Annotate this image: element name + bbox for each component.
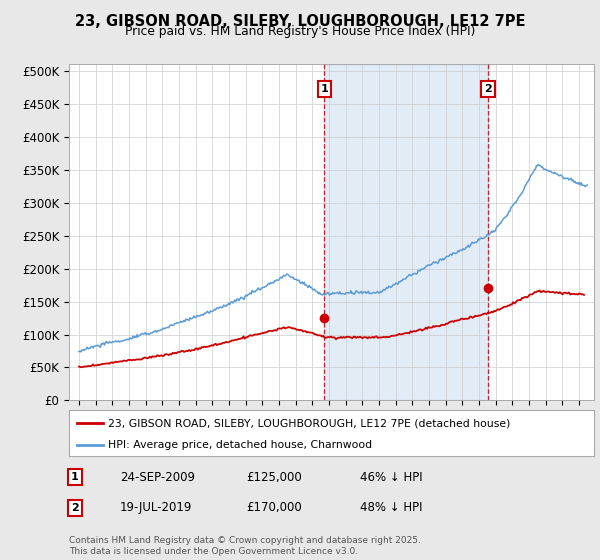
Text: 1: 1 <box>71 472 79 482</box>
Text: 2: 2 <box>484 84 492 94</box>
Text: 48% ↓ HPI: 48% ↓ HPI <box>360 501 422 515</box>
Text: 23, GIBSON ROAD, SILEBY, LOUGHBOROUGH, LE12 7PE: 23, GIBSON ROAD, SILEBY, LOUGHBOROUGH, L… <box>75 14 525 29</box>
Text: 19-JUL-2019: 19-JUL-2019 <box>120 501 193 515</box>
Text: 23, GIBSON ROAD, SILEBY, LOUGHBOROUGH, LE12 7PE (detached house): 23, GIBSON ROAD, SILEBY, LOUGHBOROUGH, L… <box>109 418 511 428</box>
Text: Contains HM Land Registry data © Crown copyright and database right 2025.
This d: Contains HM Land Registry data © Crown c… <box>69 536 421 556</box>
Text: HPI: Average price, detached house, Charnwood: HPI: Average price, detached house, Char… <box>109 440 373 450</box>
Text: £170,000: £170,000 <box>246 501 302 515</box>
Text: 46% ↓ HPI: 46% ↓ HPI <box>360 470 422 484</box>
Text: £125,000: £125,000 <box>246 470 302 484</box>
Text: 1: 1 <box>320 84 328 94</box>
Text: Price paid vs. HM Land Registry's House Price Index (HPI): Price paid vs. HM Land Registry's House … <box>125 25 475 38</box>
Text: 2: 2 <box>71 503 79 513</box>
Bar <box>325 64 488 400</box>
Text: 24-SEP-2009: 24-SEP-2009 <box>120 470 195 484</box>
